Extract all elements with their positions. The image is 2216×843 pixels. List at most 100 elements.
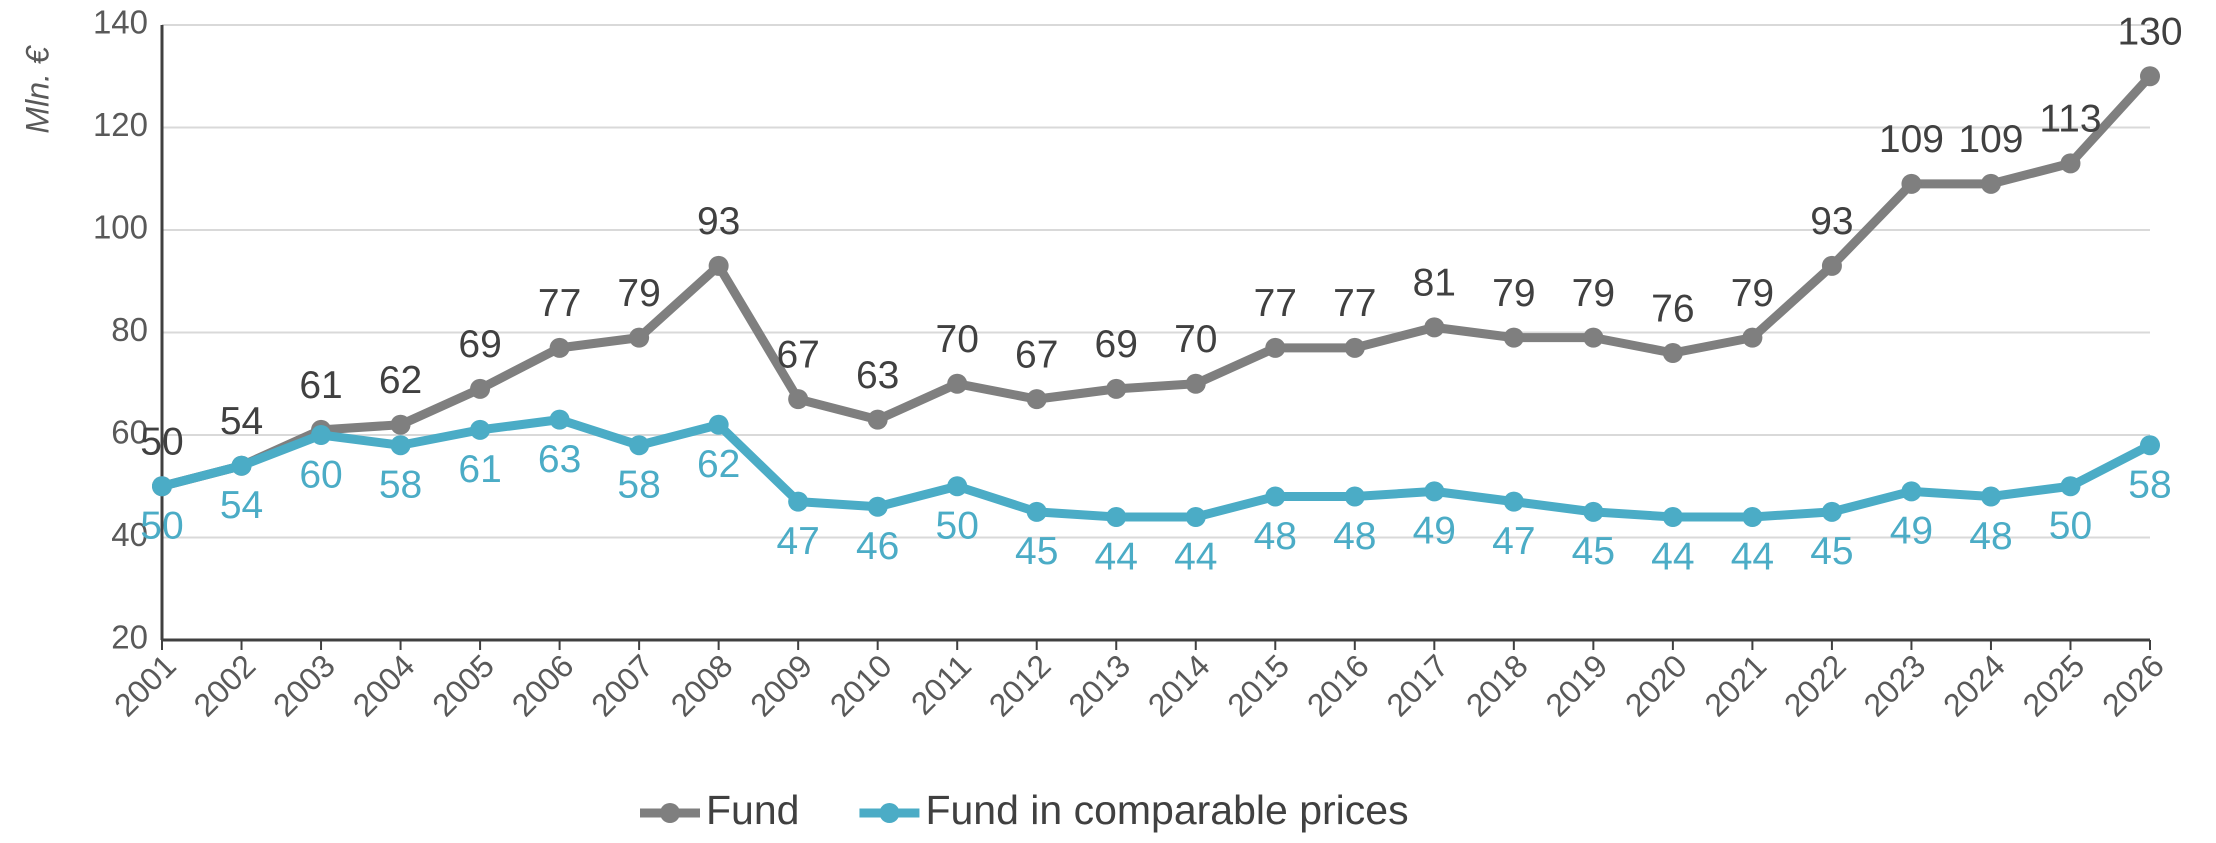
point (629, 327, 650, 348)
x-tick-label: 2002 (187, 647, 263, 723)
x-tick-label: 2005 (425, 647, 501, 723)
x-tick-label: 2025 (2016, 647, 2092, 723)
x-tick-label: 2021 (1698, 647, 1774, 723)
x-tick-label: 2009 (743, 647, 819, 723)
data-label: 48 (1969, 515, 2012, 558)
point (867, 409, 888, 430)
data-label: 54 (220, 400, 263, 443)
x-tick-label: 2001 (107, 647, 183, 723)
x-tick-label: 2011 (904, 647, 978, 721)
point (549, 337, 570, 358)
y-axis-label: Mln. € (19, 44, 55, 133)
point (1185, 507, 1206, 527)
x-tick-label: 2008 (664, 647, 740, 723)
point (1980, 173, 2001, 194)
point (1662, 507, 1683, 527)
data-label: 49 (1890, 510, 1933, 553)
data-label: 54 (220, 484, 263, 527)
y-tick-label: 140 (93, 4, 148, 41)
data-label: 109 (1958, 118, 2023, 161)
x-tick-label: 2022 (1777, 647, 1853, 723)
data-label: 63 (538, 438, 581, 481)
point (1265, 337, 1286, 358)
data-label: 44 (1095, 535, 1138, 578)
x-tick-label: 2014 (1141, 647, 1217, 723)
point (470, 419, 491, 440)
y-tick-label: 80 (111, 311, 148, 348)
data-label: 60 (299, 453, 342, 496)
y-tick-label: 40 (111, 516, 148, 553)
data-label: 113 (2039, 98, 2101, 141)
point (311, 425, 332, 445)
data-label: 77 (1333, 282, 1376, 325)
data-label: 109 (1879, 118, 1944, 161)
x-tick-label: 2012 (982, 647, 1058, 723)
point (1026, 501, 1047, 522)
point (1503, 491, 1524, 512)
data-label: 47 (776, 520, 819, 563)
point (390, 435, 411, 456)
point (1901, 173, 1922, 194)
point (2140, 435, 2160, 456)
x-tick-label: 2015 (1220, 647, 1296, 723)
point (1106, 378, 1127, 399)
legend-marker (660, 803, 680, 823)
data-label: 79 (617, 272, 660, 315)
data-label: 47 (1492, 520, 1535, 563)
point (152, 476, 172, 497)
data-label: 130 (2117, 11, 2182, 54)
data-label: 49 (1413, 510, 1456, 553)
x-tick-label: 2023 (1857, 647, 1933, 723)
data-label: 46 (856, 525, 899, 568)
point (2140, 66, 2160, 87)
data-label: 58 (379, 464, 422, 507)
x-tick-label: 2003 (266, 647, 342, 723)
data-label: 44 (1651, 535, 1694, 578)
data-label: 67 (1015, 333, 1058, 376)
point (1265, 486, 1286, 507)
data-label: 50 (936, 505, 979, 548)
point (2060, 476, 2081, 497)
data-label: 48 (1254, 515, 1297, 558)
data-label: 62 (697, 443, 740, 486)
point (867, 496, 888, 517)
data-label: 67 (776, 333, 819, 376)
series-line (160, 415, 2153, 522)
point (788, 389, 809, 410)
data-label: 45 (1572, 530, 1615, 573)
point (390, 414, 411, 435)
y-tick-label: 20 (111, 619, 148, 656)
legend-label: Fund (706, 787, 799, 833)
data-label: 69 (1095, 323, 1138, 366)
data-label: 76 (1651, 287, 1694, 330)
data-label: 77 (538, 282, 581, 325)
point (1821, 501, 1842, 522)
x-tick-label: 2007 (584, 647, 660, 723)
data-label: 45 (1015, 530, 1058, 573)
data-label: 58 (2128, 464, 2171, 507)
x-tick-label: 2006 (505, 647, 581, 723)
x-tick-label: 2017 (1379, 647, 1455, 723)
data-label: 70 (1174, 318, 1217, 361)
x-tick-label: 2016 (1300, 647, 1376, 723)
point (1821, 255, 1842, 276)
x-tick-label: 2018 (1459, 647, 1535, 723)
series-line (160, 73, 2154, 491)
point (1424, 481, 1445, 502)
y-tick-label: 60 (111, 414, 148, 451)
data-label: 48 (1333, 515, 1376, 558)
data-label: 81 (1413, 262, 1456, 305)
legend-marker (879, 803, 900, 823)
data-label: 70 (936, 318, 979, 361)
data-label: 61 (458, 448, 501, 491)
point (947, 373, 968, 394)
data-label: 62 (379, 359, 422, 402)
point (1344, 337, 1365, 358)
point (947, 476, 968, 497)
point (470, 378, 491, 399)
x-tick-label: 2004 (346, 647, 422, 723)
point (708, 414, 729, 435)
data-label: 50 (140, 421, 183, 464)
point (1662, 343, 1683, 363)
